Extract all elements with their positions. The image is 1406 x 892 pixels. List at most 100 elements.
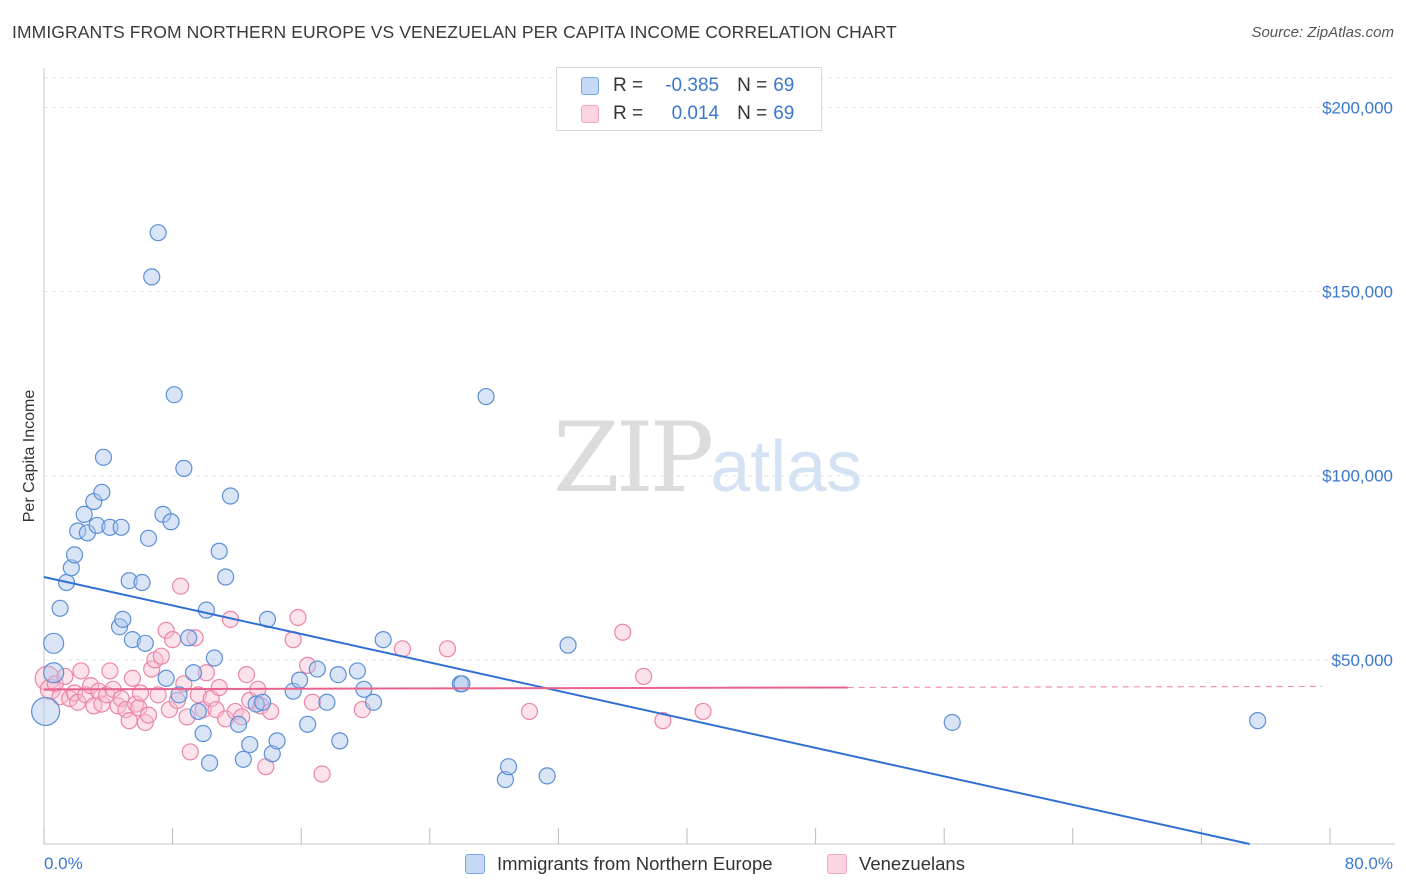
- gridlines: [44, 77, 1395, 661]
- watermark-zip: ZIP: [553, 402, 714, 514]
- northern-europe-point: [175, 459, 193, 477]
- venezuelans-point: [694, 702, 712, 721]
- venezuelans-point: [139, 706, 158, 724]
- legend-n-value: 69: [773, 103, 795, 124]
- northern-europe-point: [348, 662, 367, 680]
- northern-europe-point: [180, 629, 198, 647]
- northern-europe-point: [88, 516, 106, 535]
- legend-n-label: N =: [737, 75, 768, 96]
- northern-europe-point: [157, 669, 175, 687]
- northern-europe-point: [477, 387, 495, 406]
- venezuelans-point: [157, 621, 175, 640]
- northern-europe-point: [234, 750, 252, 768]
- y-tick-label: $100,000: [1322, 467, 1393, 486]
- northern-europe-point: [149, 224, 167, 242]
- northern-europe-point: [496, 770, 514, 789]
- bottom-legend-swatch-blue: [465, 854, 485, 874]
- northern-europe-point: [453, 675, 471, 693]
- venezuelans-point: [181, 743, 199, 761]
- venezuelans-point: [197, 664, 215, 682]
- y-tick-label: $50,000: [1332, 651, 1393, 670]
- axis-labels: $50,000 $100,000 $150,000 $200,000 0.0% 80.0%…: [21, 98, 1393, 873]
- northern-europe-point: [374, 631, 392, 649]
- northern-europe-point: [170, 686, 188, 704]
- venezuelans-point: [123, 669, 142, 687]
- bottom-legend-northern-europe: Immigrants from Northern Europe: [465, 852, 773, 876]
- venezuelans-trend-extension: [847, 685, 1322, 689]
- x-tick-label-min: 0.0%: [44, 854, 83, 873]
- northern-europe-point: [197, 601, 215, 619]
- northern-europe-point: [268, 732, 286, 750]
- northern-europe-point: [165, 386, 183, 404]
- northern-europe-point: [217, 568, 235, 586]
- y-tick-label: $150,000: [1322, 283, 1393, 302]
- venezuelans-point: [299, 656, 317, 674]
- venezuelans-point: [164, 631, 182, 649]
- northern-europe-point: [133, 573, 151, 592]
- northern-europe-point: [499, 758, 518, 776]
- northern-europe-point: [538, 767, 556, 785]
- legend-r-value: 0.014: [671, 103, 720, 124]
- northern-europe-point: [120, 572, 138, 590]
- northern-europe-point: [43, 662, 65, 684]
- northern-europe-point: [221, 487, 240, 505]
- northern-europe-point: [210, 542, 228, 560]
- northern-europe-point: [123, 631, 142, 649]
- northern-europe-point: [200, 754, 219, 772]
- northern-europe-point: [143, 268, 161, 286]
- legend-swatch-pink: [581, 105, 599, 123]
- trend-lines: [43, 576, 1322, 845]
- northern-europe-point: [254, 693, 272, 711]
- venezuelans-point: [654, 712, 672, 730]
- venezuelans-point: [186, 629, 204, 647]
- venezuelans-point: [237, 665, 256, 684]
- venezuelans-point: [149, 686, 167, 704]
- venezuelans-point: [90, 682, 108, 700]
- venezuelans-point: [72, 662, 90, 680]
- source-label: Source: ZipAtlas.com: [1251, 24, 1394, 41]
- legend-r-value: -0.385: [665, 75, 720, 96]
- legend-row-northern-europe: R = -0.385 N = 69: [581, 75, 794, 97]
- venezuelans-point: [101, 662, 119, 680]
- northern-europe-point: [299, 715, 317, 733]
- y-axis-title: Per Capita Income: [21, 390, 38, 523]
- bottom-legend-label: Immigrants from Northern Europe: [497, 853, 773, 874]
- northern-europe-point: [184, 664, 203, 682]
- northern-europe-point: [331, 732, 349, 750]
- venezuelans-point: [175, 675, 193, 693]
- legend-swatch-blue: [581, 77, 599, 95]
- northern-europe-point: [136, 634, 154, 652]
- venezuelans-point: [520, 702, 539, 721]
- northern-europe-point: [114, 610, 132, 628]
- bottom-legend-venezuelans: Venezuelans: [827, 852, 965, 876]
- venezuelans-points: [34, 577, 712, 783]
- venezuelans-point: [438, 640, 457, 658]
- y-tick-label: $200,000: [1322, 98, 1393, 117]
- watermark-atlas: atlas: [710, 427, 863, 507]
- venezuelans-point: [152, 647, 170, 665]
- legend-r-label: R =: [613, 103, 644, 124]
- northern-europe-point: [1249, 712, 1267, 730]
- venezuelans-point: [210, 678, 228, 697]
- northern-europe-point: [943, 713, 961, 732]
- northern-europe-point: [75, 505, 93, 523]
- northern-europe-point: [559, 636, 577, 654]
- venezuelans-point: [61, 689, 79, 708]
- northern-europe-points: [31, 224, 1267, 789]
- legend-row-venezuelans: R = 0.014 N = 69: [581, 103, 794, 125]
- northern-europe-point: [229, 715, 248, 733]
- northern-europe-point: [43, 632, 65, 654]
- correlation-legend: R = -0.385 N = 69 R = 0.014 N = 69: [556, 67, 822, 131]
- northern-europe-point: [263, 745, 281, 763]
- venezuelans-point: [634, 667, 653, 686]
- legend-r-label: R =: [613, 75, 644, 96]
- venezuelans-point: [172, 577, 190, 595]
- northern-europe-point: [31, 696, 61, 727]
- northern-europe-point: [364, 693, 383, 711]
- northern-europe-point: [194, 724, 212, 743]
- venezuelans-point: [143, 660, 161, 678]
- northern-europe-point: [65, 546, 84, 564]
- northern-europe-point: [241, 735, 259, 754]
- venezuelans-point: [303, 693, 322, 711]
